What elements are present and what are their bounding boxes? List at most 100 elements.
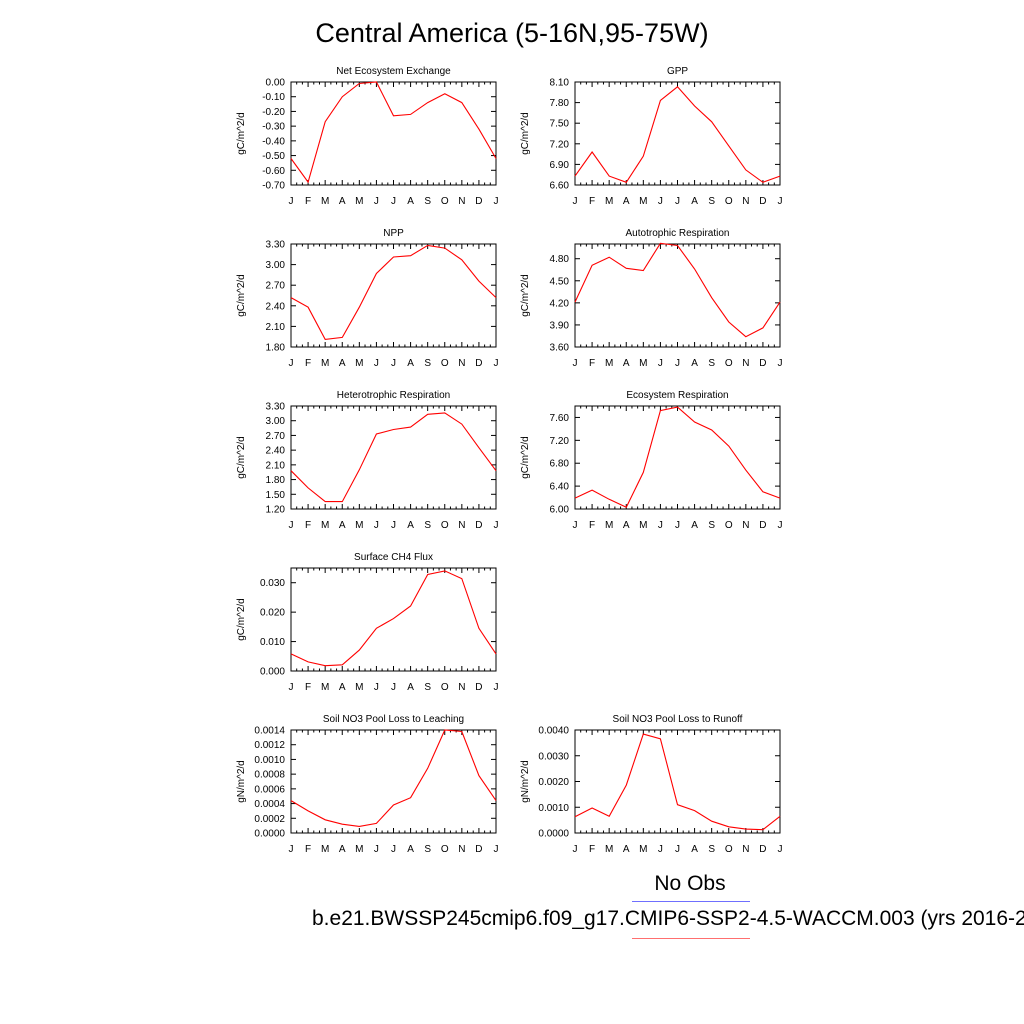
- y-tick-label: -0.20: [262, 107, 285, 118]
- x-tick-label: M: [355, 196, 363, 207]
- x-tick-label: M: [605, 844, 613, 855]
- x-tick-label: M: [639, 358, 647, 369]
- y-axis-label: gN/m^2/d: [520, 760, 531, 803]
- x-tick-label: M: [321, 358, 329, 369]
- x-tick-label: J: [675, 844, 680, 855]
- x-tick-label: J: [289, 520, 294, 531]
- x-tick-label: F: [589, 358, 595, 369]
- panel-title: Ecosystem Respiration: [626, 390, 728, 401]
- x-tick-label: J: [374, 196, 379, 207]
- y-tick-label: 2.10: [266, 322, 286, 333]
- x-tick-label: J: [494, 196, 499, 207]
- y-tick-label: 6.40: [550, 482, 570, 493]
- y-tick-label: 3.60: [550, 343, 570, 354]
- y-tick-label: 1.80: [266, 343, 286, 354]
- x-tick-label: A: [407, 358, 414, 369]
- y-tick-label: 3.00: [266, 260, 286, 271]
- x-tick-label: A: [339, 520, 346, 531]
- y-tick-label: 6.60: [550, 181, 570, 192]
- x-tick-label: J: [573, 520, 578, 531]
- y-tick-label: -0.40: [262, 136, 285, 147]
- series-line: [574, 406, 781, 509]
- panel-title: GPP: [667, 66, 688, 77]
- panel-title: Heterotrophic Respiration: [337, 390, 450, 401]
- x-tick-label: F: [589, 844, 595, 855]
- x-tick-label: J: [391, 196, 396, 207]
- y-axis-label: gC/m^2/d: [520, 274, 531, 317]
- x-tick-label: J: [658, 844, 663, 855]
- y-tick-label: 3.90: [550, 320, 570, 331]
- y-tick-label: 2.70: [266, 281, 286, 292]
- panel-title: Autotrophic Respiration: [626, 228, 730, 239]
- y-tick-label: 7.80: [550, 98, 570, 109]
- x-tick-label: J: [778, 520, 783, 531]
- y-tick-label: 0.0010: [538, 803, 569, 814]
- plot-frame: [574, 81, 781, 186]
- x-tick-label: F: [305, 520, 311, 531]
- x-tick-label: S: [708, 844, 715, 855]
- x-tick-label: M: [605, 520, 613, 531]
- x-tick-label: D: [759, 358, 766, 369]
- y-tick-label: 0.0020: [538, 777, 569, 788]
- x-tick-label: D: [475, 682, 482, 693]
- x-tick-label: A: [339, 682, 346, 693]
- x-tick-label: D: [475, 196, 482, 207]
- plot-frame: [574, 729, 781, 834]
- x-tick-label: S: [424, 844, 431, 855]
- y-tick-label: 2.10: [266, 460, 286, 471]
- plot-frame: [290, 567, 497, 672]
- y-tick-label: 0.0008: [254, 770, 285, 781]
- x-tick-label: J: [289, 358, 294, 369]
- x-tick-label: J: [573, 844, 578, 855]
- x-tick-label: A: [623, 844, 630, 855]
- panel-title: NPP: [383, 228, 404, 239]
- y-tick-label: 6.80: [550, 459, 570, 470]
- y-tick-label: 0.0040: [538, 726, 569, 737]
- x-tick-label: F: [305, 196, 311, 207]
- plot-frame: [574, 405, 781, 510]
- x-tick-label: O: [441, 844, 449, 855]
- x-tick-label: J: [675, 196, 680, 207]
- y-tick-label: 0.0012: [254, 740, 285, 751]
- x-tick-label: J: [573, 196, 578, 207]
- y-tick-label: 3.00: [266, 416, 286, 427]
- x-tick-label: N: [458, 520, 465, 531]
- x-tick-label: M: [321, 520, 329, 531]
- y-tick-label: 7.60: [550, 413, 570, 424]
- legend-obs-line: [632, 901, 750, 902]
- x-tick-label: M: [639, 844, 647, 855]
- x-tick-label: N: [458, 358, 465, 369]
- legend-obs-label: No Obs: [654, 872, 726, 895]
- y-tick-label: 8.10: [550, 78, 570, 89]
- y-axis-label: gN/m^2/d: [236, 760, 247, 803]
- x-tick-label: J: [494, 682, 499, 693]
- y-tick-label: 0.0002: [254, 814, 285, 825]
- panel-title: Net Ecosystem Exchange: [336, 66, 451, 77]
- legend-model-label: b.e21.BWSSP245cmip6.f09_g17.CMIP6-SSP2-4…: [312, 907, 1024, 930]
- x-tick-label: F: [305, 844, 311, 855]
- y-tick-label: 0.0030: [538, 751, 569, 762]
- x-tick-label: J: [675, 358, 680, 369]
- x-tick-label: J: [374, 844, 379, 855]
- x-tick-label: O: [441, 196, 449, 207]
- x-tick-label: O: [725, 358, 733, 369]
- x-tick-label: A: [407, 682, 414, 693]
- x-tick-label: J: [391, 358, 396, 369]
- x-tick-label: A: [691, 196, 698, 207]
- x-tick-label: J: [374, 682, 379, 693]
- x-tick-label: D: [475, 520, 482, 531]
- x-tick-label: M: [355, 520, 363, 531]
- series-line: [290, 570, 497, 667]
- x-tick-label: A: [339, 196, 346, 207]
- x-tick-label: J: [573, 358, 578, 369]
- x-tick-label: J: [494, 520, 499, 531]
- plot-frame: [574, 243, 781, 348]
- x-tick-label: A: [407, 196, 414, 207]
- x-tick-label: O: [725, 196, 733, 207]
- y-tick-label: 0.0000: [538, 829, 569, 840]
- x-tick-label: J: [289, 844, 294, 855]
- x-tick-label: M: [355, 844, 363, 855]
- y-tick-label: 2.40: [266, 301, 286, 312]
